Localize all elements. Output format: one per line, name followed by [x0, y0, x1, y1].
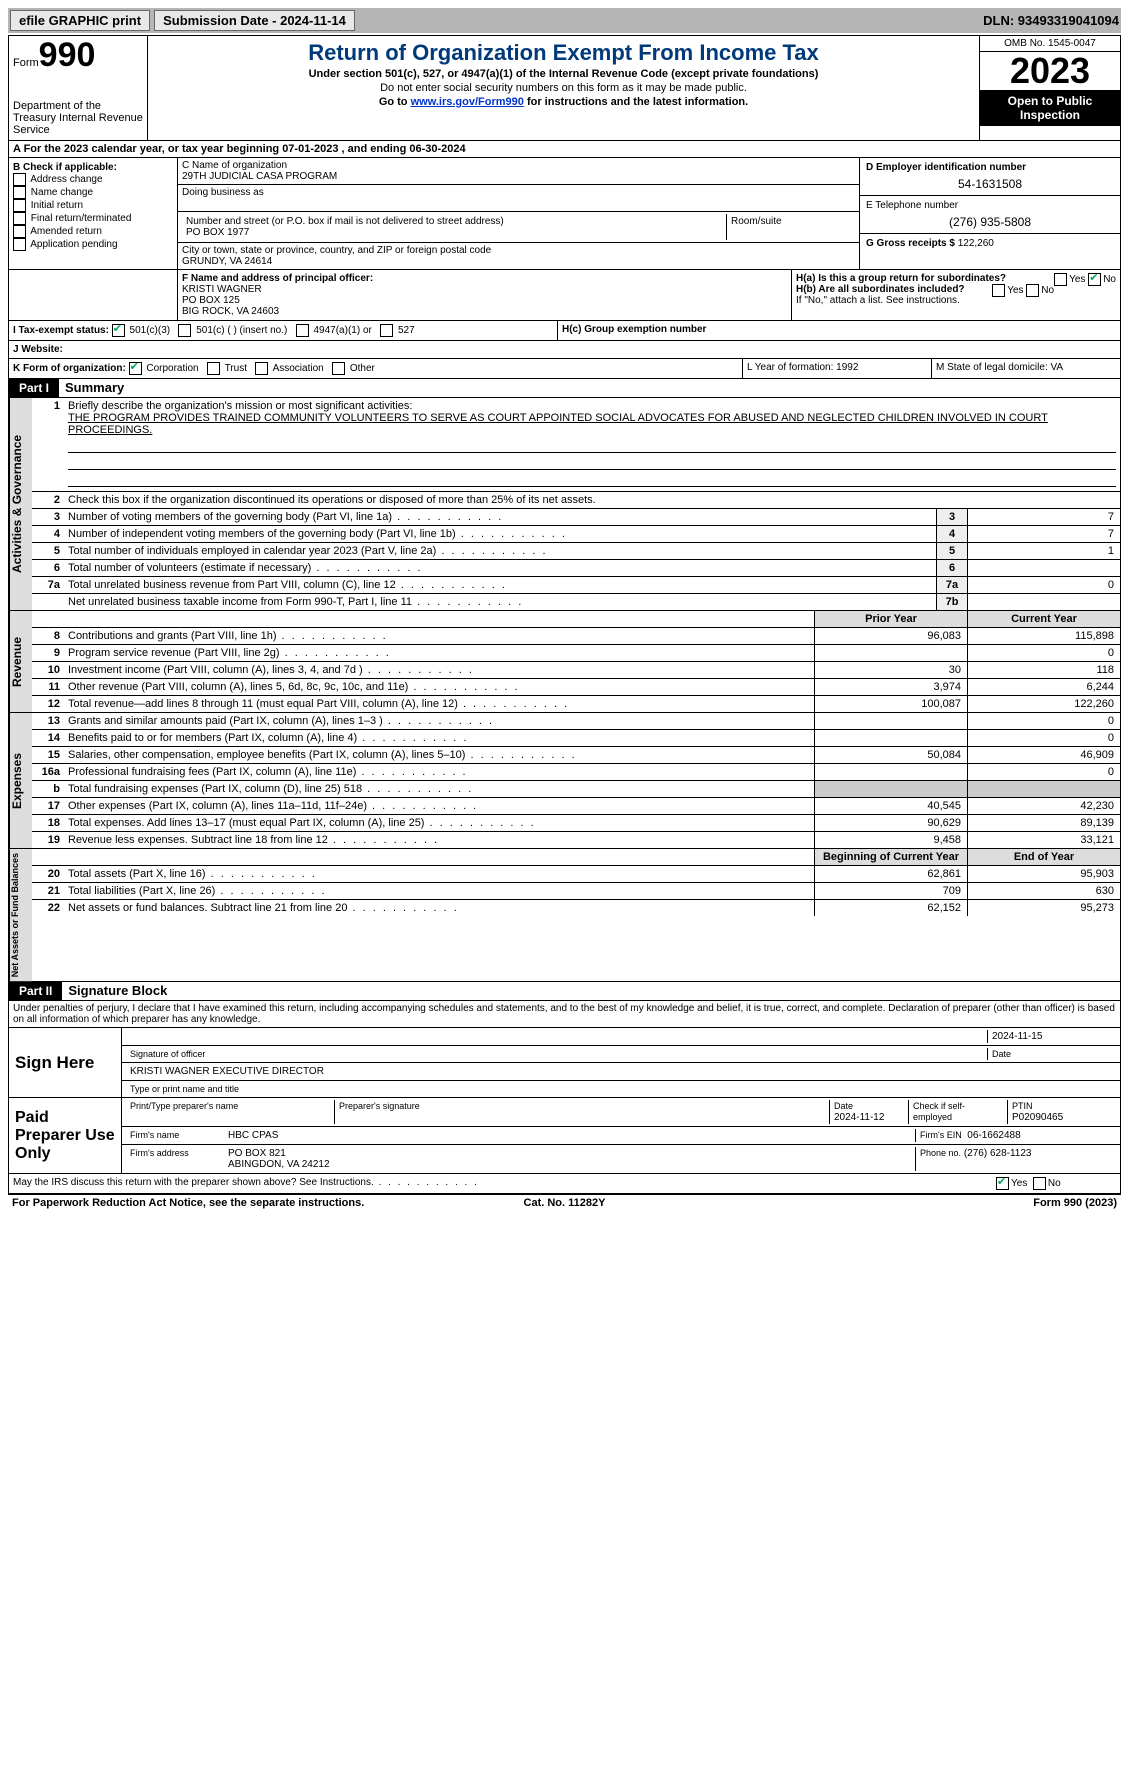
org-name: 29TH JUDICIAL CASA PROGRAM: [182, 171, 337, 182]
street: PO BOX 1977: [186, 227, 249, 238]
row-k-l-m: K Form of organization: Corporation Trus…: [8, 359, 1121, 379]
form-title: Return of Organization Exempt From Incom…: [154, 40, 973, 66]
city-zip: GRUNDY, VA 24614: [182, 256, 272, 267]
row-i-hc: I Tax-exempt status: 501(c)(3) 501(c) ( …: [8, 321, 1121, 341]
dln: DLN: 93493319041094: [983, 13, 1119, 28]
activities-governance: Activities & Governance 1Briefly describ…: [8, 398, 1121, 611]
part2-header: Part IISignature Block: [8, 982, 1121, 1001]
box-d-e-g: D Employer identification number54-16315…: [859, 158, 1120, 269]
row-a-period: A For the 2023 calendar year, or tax yea…: [8, 141, 1121, 158]
instructions-line: Go to www.irs.gov/Form990 for instructio…: [154, 96, 973, 108]
box-c: C Name of organization29TH JUDICIAL CASA…: [178, 158, 859, 269]
perjury-declaration: Under penalties of perjury, I declare th…: [8, 1001, 1121, 1028]
phone: (276) 935-5808: [866, 215, 1114, 229]
sign-here-block: Sign Here 2024-11-15 Signature of office…: [8, 1028, 1121, 1098]
form-subtitle: Under section 501(c), 527, or 4947(a)(1)…: [154, 68, 973, 80]
form-header: Form990 Department of the Treasury Inter…: [8, 35, 1121, 141]
box-b: B Check if applicable: Address change Na…: [9, 158, 178, 269]
submission-date: Submission Date - 2024-11-14: [154, 10, 355, 31]
row-j: J Website:: [8, 341, 1121, 359]
irs-link[interactable]: www.irs.gov/Form990: [411, 96, 524, 108]
officer-name: KRISTI WAGNER EXECUTIVE DIRECTOR: [126, 1065, 328, 1078]
part1-header: Part ISummary: [8, 379, 1121, 398]
row-f-h: F Name and address of principal officer:…: [8, 270, 1121, 321]
page-footer: For Paperwork Reduction Act Notice, see …: [8, 1194, 1121, 1211]
public-inspection: Open to Public Inspection: [980, 90, 1120, 126]
topbar: efile GRAPHIC print Submission Date - 20…: [8, 8, 1121, 33]
mission: THE PROGRAM PROVIDES TRAINED COMMUNITY V…: [68, 412, 1048, 436]
ssn-notice: Do not enter social security numbers on …: [154, 82, 973, 94]
form-label: Form: [13, 57, 39, 69]
efile-print-button[interactable]: efile GRAPHIC print: [10, 10, 150, 31]
discuss-row: May the IRS discuss this return with the…: [8, 1174, 1121, 1194]
dept-treasury: Department of the Treasury Internal Reve…: [13, 100, 143, 136]
ein: 54-1631508: [866, 177, 1114, 191]
netassets-block: Net Assets or Fund Balances Beginning of…: [8, 849, 1121, 982]
entity-block: B Check if applicable: Address change Na…: [8, 158, 1121, 270]
form-number: 990: [39, 36, 96, 74]
revenue-block: Revenue Prior YearCurrent Year 8Contribu…: [8, 611, 1121, 713]
expenses-block: Expenses 13Grants and similar amounts pa…: [8, 713, 1121, 849]
paid-preparer-block: Paid Preparer Use Only Print/Type prepar…: [8, 1098, 1121, 1174]
tax-year: 2023: [980, 52, 1120, 90]
gross-receipts: 122,260: [958, 238, 994, 249]
